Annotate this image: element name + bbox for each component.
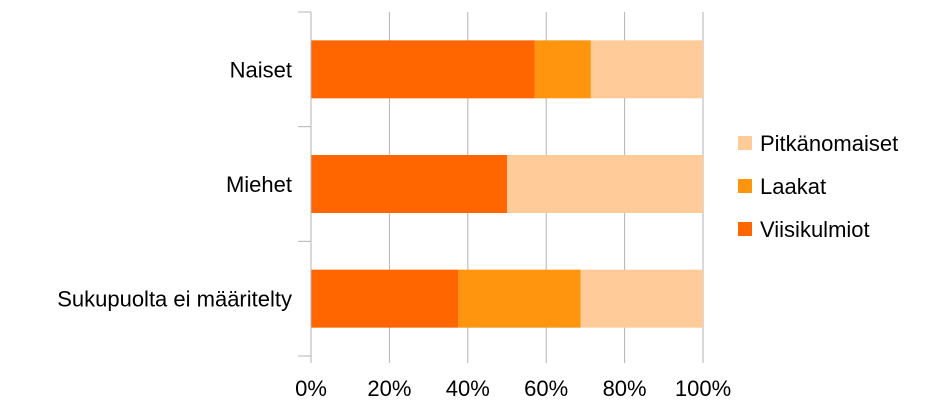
legend-label: Laakat (760, 174, 826, 199)
x-tick-label: 60% (524, 376, 568, 401)
legend-label: Viisikulmiot (760, 217, 870, 242)
category-label: Naiset (230, 57, 292, 82)
axes (298, 11, 312, 357)
legend-swatch (738, 179, 752, 193)
legend-label: Pitkänomaiset (760, 131, 898, 156)
legend: Pitkänomaiset Laakat Viisikulmiot (738, 131, 898, 242)
category-label: Sukupuolta ei määritelty (57, 287, 292, 312)
bar-segment-pitkänomaiset (590, 40, 703, 99)
axis-labels: 0% 20% 40% 60% 80% 100% Naiset Miehet Sukupuolta… (57, 57, 731, 401)
x-tick-label: 100% (675, 376, 731, 401)
legend-swatch (738, 136, 752, 150)
bar-segment-laakat (458, 269, 581, 328)
x-tick-label: 80% (603, 376, 647, 401)
bar-segment-pitkänomaiset (580, 269, 703, 328)
x-tick-label: 20% (367, 376, 411, 401)
bar-segment-laakat (534, 40, 591, 99)
x-tick-label: 40% (446, 376, 490, 401)
legend-swatch (738, 222, 752, 236)
bar-segment-viisikulmiot (311, 40, 535, 99)
bar-segment-viisikulmiot (311, 155, 507, 213)
bar-segment-viisikulmiot (311, 269, 458, 328)
category-label: Miehet (226, 172, 292, 197)
x-tick-label: 0% (295, 376, 327, 401)
bars (311, 40, 703, 328)
bar-segment-pitkänomaiset (507, 155, 703, 213)
